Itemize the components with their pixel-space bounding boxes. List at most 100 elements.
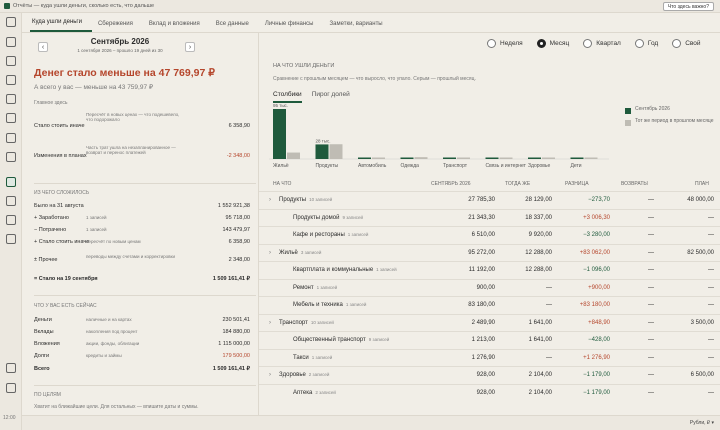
subcategory-row[interactable]: Ремонт 1 записей 900,00 — +900,00 — — [259,278,720,296]
calendar-icon[interactable] [6,75,16,85]
subcategory-row[interactable]: Кафе и рестораны 1 записей 6 510,00 9 920,0… [259,226,720,243]
how-row: − Потрачено 1 записей 143 479,97 [34,227,256,236]
period-week[interactable]: Неделя [487,39,523,48]
previous-amount: 2 104,00 [528,389,552,396]
now-row-label: Всего [34,366,50,372]
subcategory-row[interactable]: Такси 1 записей 1 276,90 — +1 276,90 — — [259,348,720,366]
main-row-value: 6 358,90 [228,123,250,129]
bar-previous[interactable] [414,157,428,159]
subcategory-row[interactable]: Общественный транспорт 9 записей 1 213,00 1… [259,331,720,348]
bar-previous[interactable] [584,157,598,160]
user-icon[interactable] [6,383,16,393]
now-row: Вклады накопления под процент 184 880,00 [34,329,256,338]
bar-current[interactable] [400,157,414,160]
tab-deposits[interactable]: Вклад и вложения [148,21,200,27]
chart-icon[interactable] [6,177,16,187]
subcategory-row[interactable]: Мебель и техника 1 записей 83 180,00 — +83 1… [259,296,720,313]
period-year[interactable]: Год [634,39,658,48]
bar-previous[interactable] [542,157,555,160]
difference-amount: +83 062,00 [579,249,610,256]
bar-previous[interactable] [372,157,385,160]
target-icon[interactable] [6,215,16,225]
category-name: Квартплата и коммунальные 1 записей [293,267,397,273]
coins-icon[interactable] [6,234,16,244]
now-row-label: Долги [34,353,50,359]
subcategory-row[interactable]: Квартплата и коммунальные 1 записей 11 192… [259,261,720,278]
category-name: Аптека 2 записей [293,390,336,396]
legend-item-previous: Тот же период в прошлом месяце [625,118,720,131]
row-name: Продукты [279,197,307,203]
row-name: Жильё [279,249,298,256]
main-row-note: Пересчёт в новых ценах — что подешевело,… [86,112,180,122]
tab-savings[interactable]: Сбережения [97,21,133,27]
bar-previous[interactable] [287,152,300,159]
col-header[interactable]: РАЗНИЦА [565,181,589,187]
subcategory-row[interactable]: Аптека 2 записей 928,00 2 104,00 −1 179,00 — — [259,383,720,401]
book-icon[interactable] [6,152,16,162]
plan-amount: — [708,214,714,221]
how-row-value: 95 718,00 [225,215,250,221]
prev-month-button[interactable]: ‹ [38,42,48,52]
difference-amount: −1 179,00 [583,372,610,378]
next-month-button[interactable]: › [185,42,195,52]
plan-amount: — [708,284,714,291]
wallet-icon[interactable] [6,94,16,104]
now-row-note: накопления под процент [86,329,138,334]
help-button[interactable]: Что здесь важно? [662,2,714,11]
home-icon[interactable] [6,37,16,47]
tab-personal[interactable]: Личные финансы [264,21,314,27]
category-row[interactable]: › Жильё 3 записей 95 272,00 12 288,00 +83 062… [259,243,720,261]
radio-icon [672,39,682,48]
expand-chevron-icon[interactable]: › [269,197,271,203]
tab-pie[interactable]: Пирог долей [311,91,350,98]
tab-all-data[interactable]: Все данные [215,21,249,27]
bar-previous[interactable] [457,157,470,160]
bar-current[interactable] [315,144,329,159]
how-row-value: 2 348,00 [228,257,250,263]
expand-chevron-icon[interactable]: › [269,249,271,256]
settings-icon[interactable] [6,363,16,373]
previous-amount: 18 337,00 [525,214,552,221]
period-quarter[interactable]: Квартал [583,39,621,48]
subcategory-row[interactable]: Продукты домой 9 записей 21 343,30 18 337,0… [259,208,720,226]
col-header[interactable]: ВОЗВРАТЫ [621,181,648,187]
globe-icon[interactable] [6,196,16,206]
layers-icon[interactable] [6,133,16,143]
bar-current[interactable] [570,157,584,160]
list-icon[interactable] [6,113,16,123]
current-amount: 27 785,30 [468,197,495,203]
current-amount: 83 180,00 [468,302,495,308]
tab-bars[interactable]: Столбики [273,91,302,103]
expand-chevron-icon[interactable]: › [269,319,271,326]
menu-icon[interactable] [6,17,16,27]
col-header[interactable]: НА ЧТО [273,181,292,187]
row-name: Такси [293,354,309,361]
main-row-value: -2 348,00 [226,153,250,159]
category-tick-label: Продукты [316,163,339,169]
tab-notes[interactable]: Заметки, варианты [329,21,383,27]
period-custom[interactable]: Свой [672,39,701,48]
period-selector: Неделя Месяц Квартал Год Свой [487,39,715,48]
category-name: Транспорт 10 записей [279,320,334,326]
currency-selector[interactable]: Рубли, ₽ ▾ [689,420,714,426]
bar-previous[interactable] [499,157,513,160]
category-row[interactable]: › Здоровье 2 записей 928,00 2 104,00 −1 179,0… [259,366,720,383]
col-header[interactable]: СЕНТЯБРЬ 2026 [431,181,471,187]
bar-current[interactable] [528,157,541,160]
category-row[interactable]: › Продукты 10 записей 27 785,30 28 129,00 −27… [259,191,720,208]
col-header[interactable]: ТОГДА ЖЕ [505,181,531,187]
expand-chevron-icon[interactable]: › [269,372,271,378]
period-month[interactable]: Месяц [536,39,569,48]
tab-where-money[interactable]: Куда ушли деньги [30,19,92,32]
bar-previous[interactable] [329,144,343,159]
category-row[interactable]: › Транспорт 10 записей 2 489,90 1 641,00 +848… [259,313,720,331]
col-header[interactable]: ПЛАН [695,181,709,187]
bar-current[interactable] [273,109,286,159]
chart-section-title: НА ЧТО УШЛИ ДЕНЬГИ [273,63,335,69]
category-tick-label: Здоровье [528,163,551,169]
panel-divider [258,33,259,415]
inbox-icon[interactable] [6,56,16,66]
bar-current[interactable] [485,157,499,160]
bar-current[interactable] [443,157,456,160]
bar-current[interactable] [358,157,371,160]
